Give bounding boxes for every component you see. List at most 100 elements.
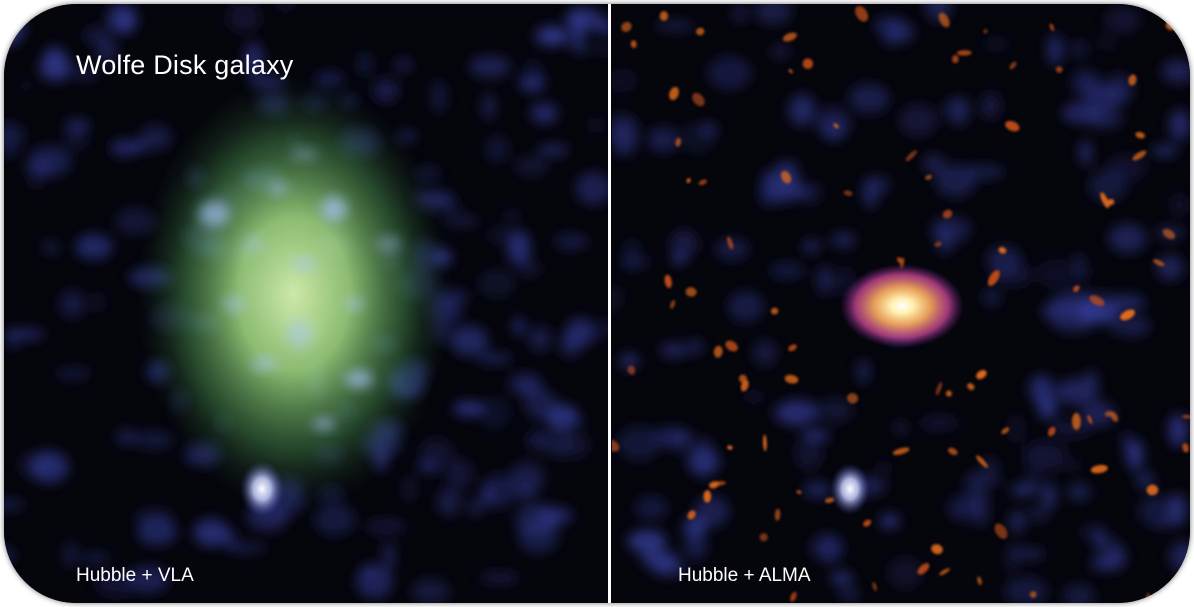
hubble-background-blob [877,461,890,476]
hubble-background-blob [528,326,552,352]
hubble-background-blob [1037,395,1057,420]
star-forming-knot [290,147,318,161]
star-forming-knot [287,320,311,348]
hubble-background-blob [537,144,569,156]
hubble-background-blob [670,428,693,454]
hubble-background-blob [372,78,400,103]
hubble-background-blob [754,4,793,25]
alma-noise-speck [976,455,988,468]
hubble-background-blob [1009,414,1024,444]
hubble-background-blob [4,499,25,511]
hubble-background-blob [503,208,520,223]
hubble-background-blob [4,147,18,158]
hubble-background-blob [647,127,680,153]
hubble-background-blob [481,485,495,506]
hubble-background-blob [769,263,805,279]
hubble-background-blob [468,498,483,517]
hubble-background-blob [73,68,99,80]
hubble-background-blob [487,226,529,245]
hubble-background-blob [685,457,724,468]
hubble-background-blob [622,238,642,272]
hubble-background-blob [115,429,138,445]
hubble-background-blob [533,25,569,46]
alma-noise-speck [1120,309,1135,321]
hubble-background-blob [1026,504,1051,523]
alma-noise-speck [917,563,930,575]
alma-noise-speck [780,170,792,184]
hubble-background-blob [356,565,393,599]
hubble-alma-image [612,4,1190,603]
hubble-background-blob [83,26,112,46]
alma-noise-speck [977,576,982,586]
star-forming-knot [292,257,316,271]
hubble-background-blob [880,514,900,529]
star-forming-knot [242,236,266,252]
hubble-background-blob [815,106,851,140]
alma-noise-speck [1071,412,1081,430]
alma-noise-speck [1132,150,1147,161]
caption-hubble-vla: Hubble + VLA [76,565,194,586]
hubble-background-blob [228,542,266,554]
hubble-background-blob [1066,458,1080,472]
hubble-vla-image [4,4,608,603]
hubble-background-blob [419,438,454,469]
hubble-background-blob [4,12,25,46]
hubble-background-blob [1079,140,1092,165]
alma-noise-speck [1055,66,1063,73]
hubble-background-blob [688,339,703,355]
hubble-background-blob [244,42,264,75]
alma-noise-speck [738,374,747,383]
alma-noise-speck [759,533,768,542]
alma-noise-speck [687,510,696,520]
alma-noise-speck [782,32,797,42]
hubble-background-blob [727,291,764,322]
bright-companion-source [830,463,870,515]
hubble-background-blob [619,353,639,370]
hubble-background-blob [1168,413,1188,447]
alma-noise-speck [1153,259,1165,267]
hubble-background-blob [980,92,1001,119]
alma-noise-speck [698,179,707,186]
hubble-background-blob [139,125,172,151]
caption-hubble-alma: Hubble + ALMA [678,565,811,586]
alma-noise-speck [703,490,712,503]
alma-noise-speck [843,190,853,196]
hubble-background-blob [1107,294,1146,311]
alma-noise-speck [627,365,636,375]
star-forming-knot [344,297,364,311]
alma-noise-speck [847,393,859,404]
hubble-background-blob [1042,482,1057,510]
hubble-background-blob [527,431,547,451]
hubble-background-blob [1138,495,1179,527]
hubble-background-blob [733,4,748,24]
alma-noise-speck [695,27,705,36]
panel-hubble-alma: Hubble + ALMA [612,4,1190,603]
alma-noise-speck [1087,414,1093,425]
alma-noise-speck [1005,120,1020,132]
alma-noise-speck [763,434,767,452]
hubble-background-blob [627,530,667,554]
alma-noise-speck [686,178,691,184]
alma-noise-speck [1162,228,1176,240]
hubble-background-blob [62,541,79,568]
hubble-background-blob [1108,223,1147,253]
alma-noise-speck [1135,131,1145,139]
hubble-background-blob [597,317,608,339]
alma-noise-speck [956,50,972,56]
alma-noise-speck [788,68,793,74]
hubble-background-blob [982,289,1002,306]
hubble-background-blob [857,359,870,385]
hubble-background-blob [570,11,587,43]
hubble-background-blob [1050,418,1092,438]
hubble-background-blob [652,558,684,577]
alma-noise-speck [863,519,872,527]
hubble-background-blob [752,339,778,366]
hubble-background-blob [1004,576,1048,603]
alma-noise-speck [1001,427,1010,435]
hubble-background-blob [899,104,938,137]
alma-noise-speck [935,381,942,396]
hubble-background-blob [469,55,511,78]
hubble-background-blob [922,154,946,173]
hubble-background-blob [803,481,832,498]
star-forming-knot [312,417,336,431]
